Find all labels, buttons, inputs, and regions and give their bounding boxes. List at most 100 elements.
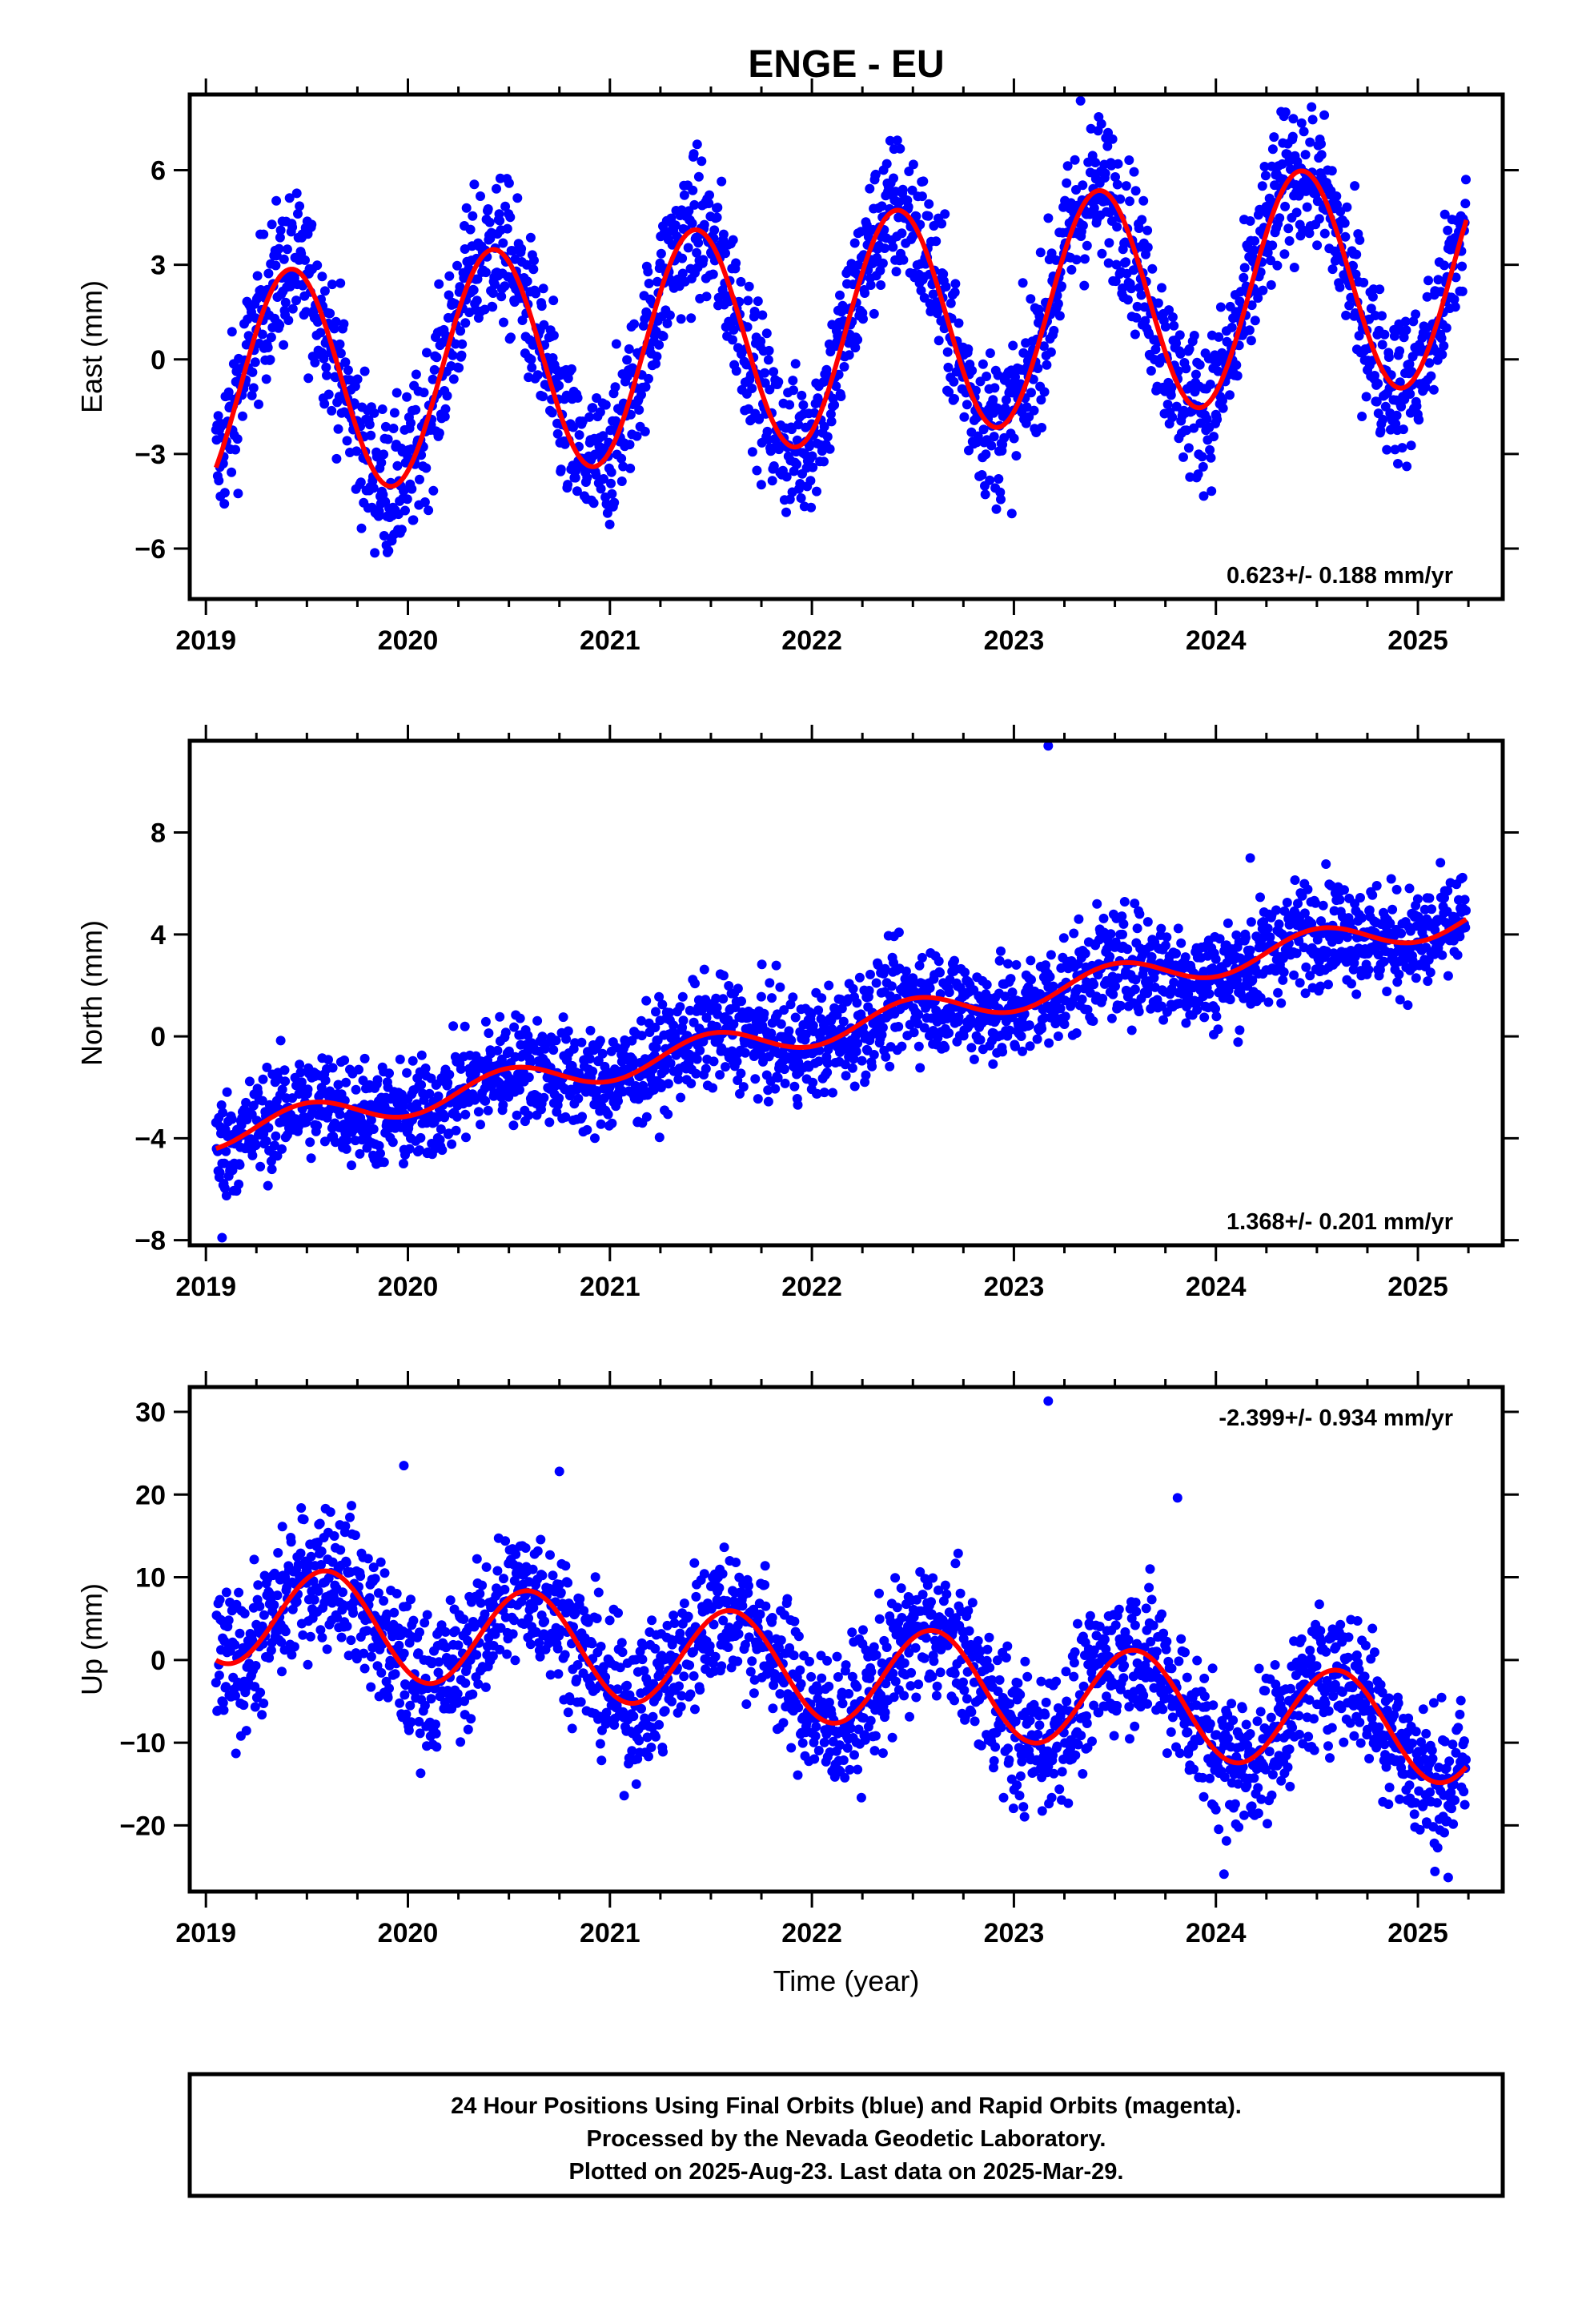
data-point [1202, 414, 1212, 424]
data-point [828, 1088, 837, 1098]
data-point [346, 1635, 356, 1646]
data-point [686, 1079, 697, 1088]
y-axis-label: East (mm) [75, 280, 108, 413]
data-point [663, 1109, 673, 1120]
outlier-point [217, 1232, 227, 1243]
data-point [1108, 989, 1118, 999]
data-point [733, 983, 743, 994]
data-point [480, 1096, 491, 1106]
data-point [274, 243, 284, 254]
data-point [370, 1574, 380, 1584]
data-point [743, 296, 753, 306]
x-tick-label: 2023 [984, 1272, 1045, 1302]
data-point [1272, 260, 1283, 271]
data-point [960, 967, 970, 978]
data-point [676, 1092, 686, 1103]
data-point [399, 1159, 408, 1168]
data-point [296, 1503, 307, 1513]
data-point [833, 331, 843, 341]
data-point [718, 229, 729, 239]
data-point [480, 304, 490, 315]
data-point [1367, 890, 1378, 900]
data-point [370, 548, 380, 558]
data-point [1279, 967, 1289, 977]
data-point [877, 201, 887, 211]
data-point [618, 461, 628, 472]
data-point [1026, 388, 1036, 398]
data-point [383, 434, 393, 444]
data-point [316, 1546, 327, 1557]
data-point [219, 499, 230, 509]
data-point [1301, 962, 1311, 972]
data-point [263, 268, 274, 279]
data-point [854, 972, 865, 983]
data-point [644, 279, 654, 288]
data-point [962, 400, 972, 410]
data-point [931, 236, 942, 247]
data-point [1045, 971, 1055, 982]
data-point [1435, 858, 1446, 868]
data-point [351, 1084, 361, 1095]
data-point [769, 367, 779, 377]
data-point [695, 1045, 705, 1055]
data-point [689, 149, 699, 159]
data-point [1344, 300, 1355, 311]
data-point [817, 993, 827, 1003]
data-point [752, 465, 762, 476]
data-point [1046, 950, 1056, 960]
data-point [867, 1061, 877, 1072]
data-point [221, 1587, 231, 1598]
data-point [563, 480, 573, 490]
data-point [718, 971, 729, 981]
data-point [1355, 893, 1365, 903]
data-point [325, 1507, 335, 1518]
data-point [708, 269, 718, 279]
data-point [404, 1144, 415, 1154]
data-point [323, 1055, 333, 1065]
data-point [1126, 283, 1136, 294]
data-point [287, 222, 298, 232]
data-point [1267, 240, 1278, 251]
data-point [708, 1083, 718, 1093]
data-point [284, 193, 295, 203]
data-point [214, 1671, 224, 1680]
data-point [1319, 110, 1330, 120]
data-point [1138, 195, 1149, 206]
data-point [342, 1621, 352, 1631]
data-point [1423, 976, 1433, 987]
data-point [654, 340, 665, 350]
data-point [798, 400, 809, 410]
data-point [389, 408, 400, 418]
data-point [275, 320, 285, 330]
data-point [350, 400, 360, 409]
data-point [588, 1066, 598, 1076]
data-point [677, 991, 688, 1002]
y-tick-label: −4 [135, 1124, 166, 1154]
data-point [1225, 995, 1235, 1005]
data-point [1225, 390, 1235, 400]
data-point [1106, 1013, 1117, 1023]
data-point [838, 1016, 849, 1027]
data-point [769, 461, 779, 471]
data-point [779, 1064, 789, 1075]
data-point [1009, 433, 1019, 444]
rate-label: 1.368+/- 0.201 mm/yr [1227, 1209, 1453, 1235]
x-tick-label: 2020 [378, 1272, 439, 1302]
data-point [1339, 218, 1350, 228]
data-point [395, 1054, 405, 1064]
data-point [1371, 881, 1382, 891]
data-point [693, 238, 704, 248]
data-point [781, 507, 791, 517]
data-point [480, 1016, 491, 1027]
data-point [305, 1631, 315, 1642]
data-point [416, 450, 427, 460]
data-point [807, 451, 817, 461]
data-point [1439, 340, 1449, 351]
data-point [335, 1545, 346, 1555]
data-point [1411, 401, 1422, 412]
data-point [985, 475, 995, 485]
data-point [891, 267, 901, 277]
data-point [1439, 260, 1449, 271]
data-point [721, 1062, 730, 1072]
data-point [1130, 186, 1141, 196]
